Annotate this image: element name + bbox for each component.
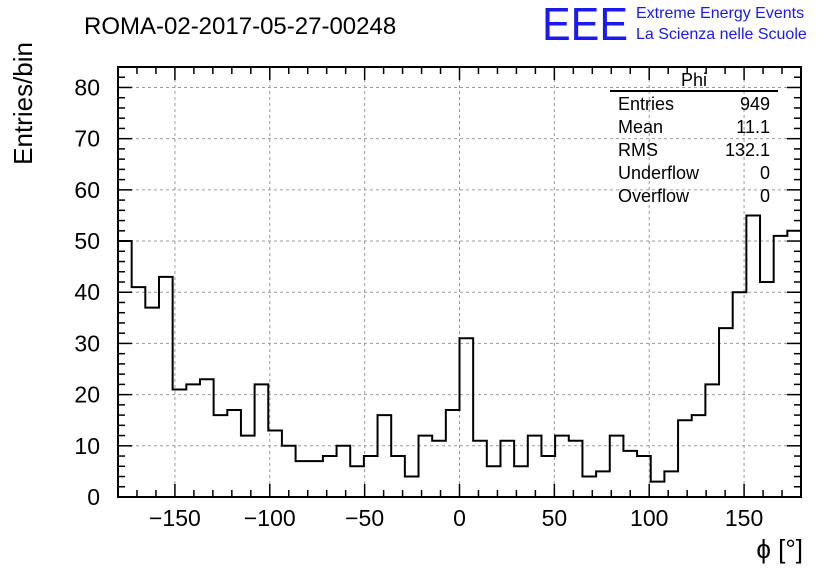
logo-mark: EEE (542, 0, 628, 50)
x-tick-label: −150 (149, 505, 201, 531)
y-tick-label: 50 (74, 228, 100, 254)
y-tick-label: 80 (74, 74, 100, 100)
stats-value: 949 (740, 94, 770, 114)
x-tick-label: −100 (244, 505, 296, 531)
y-tick-label: 20 (74, 382, 100, 408)
plot-frame (117, 66, 802, 498)
y-tick-label: 10 (74, 433, 100, 459)
x-tick-label: −50 (345, 505, 384, 531)
stats-label: Overflow (618, 186, 690, 206)
stats-label: Mean (618, 117, 663, 137)
y-tick-label: 40 (74, 279, 100, 305)
x-tick-label: 50 (542, 505, 568, 531)
stats-box: Phi Entries 949 Mean 11.1 RMS 132.1 Underflow 0… (610, 70, 778, 206)
eee-logo: EEE Extreme Energy Events La Scienza nel… (542, 0, 807, 50)
stats-label: RMS (618, 140, 658, 160)
chart-title: ROMA-02-2017-05-27-00248 (84, 13, 396, 40)
x-tick-labels: −150 −100 −50 0 50 100 150 (149, 505, 763, 531)
y-tick-label: 30 (74, 330, 100, 356)
x-tick-label: 100 (630, 505, 668, 531)
stats-value: 132.1 (725, 140, 770, 160)
logo-line-1: Extreme Energy Events (636, 5, 804, 22)
y-tick-label: 0 (87, 484, 100, 510)
axis-ticks (118, 67, 801, 498)
stats-value: 0 (760, 163, 770, 183)
x-axis-label: ϕ [°] (756, 534, 803, 564)
y-tick-label: 60 (74, 177, 100, 203)
stats-value: 0 (760, 186, 770, 206)
y-axis-label: Entries/bin (8, 42, 38, 165)
stats-label: Underflow (618, 163, 700, 183)
grid-lines (118, 67, 801, 497)
stats-box-title: Phi (681, 70, 707, 90)
stats-value: 11.1 (736, 117, 770, 137)
histogram-outline (117, 214, 802, 497)
x-tick-label: 150 (725, 505, 763, 531)
y-tick-label: 70 (74, 126, 100, 152)
stats-label: Entries (618, 94, 674, 114)
logo-line-2: La Scienza nelle Scuole (636, 26, 807, 43)
y-tick-labels: 0 10 20 30 40 50 60 70 80 (74, 74, 100, 510)
x-tick-label: 0 (453, 505, 466, 531)
